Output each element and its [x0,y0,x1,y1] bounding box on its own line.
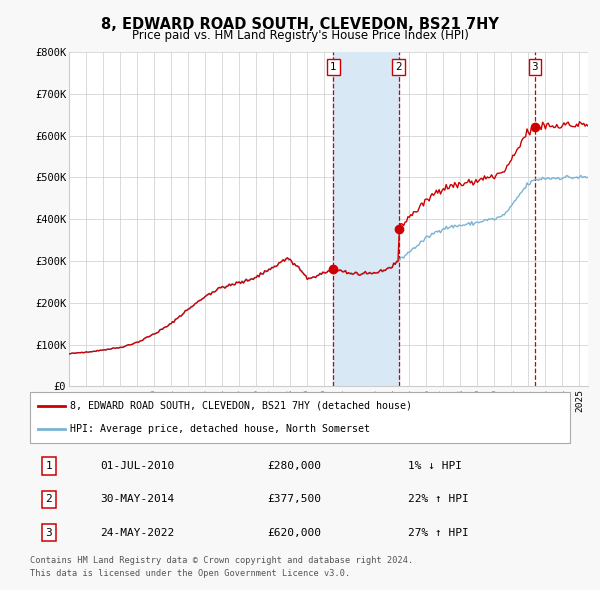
Text: 24-MAY-2022: 24-MAY-2022 [100,528,175,538]
Text: 3: 3 [532,62,538,72]
Text: £620,000: £620,000 [268,528,322,538]
Text: £377,500: £377,500 [268,494,322,504]
Bar [334,52,398,386]
Text: 3: 3 [46,528,52,538]
Text: 22% ↑ HPI: 22% ↑ HPI [408,494,469,504]
Text: This data is licensed under the Open Government Licence v3.0.: This data is licensed under the Open Gov… [30,569,350,578]
Text: 8, EDWARD ROAD SOUTH, CLEVEDON, BS21 7HY: 8, EDWARD ROAD SOUTH, CLEVEDON, BS21 7HY [101,17,499,31]
Text: 01-JUL-2010: 01-JUL-2010 [100,461,175,471]
Text: 1: 1 [330,62,337,72]
Text: Contains HM Land Registry data © Crown copyright and database right 2024.: Contains HM Land Registry data © Crown c… [30,556,413,565]
Text: 2: 2 [395,62,402,72]
Text: 8, EDWARD ROAD SOUTH, CLEVEDON, BS21 7HY (detached house): 8, EDWARD ROAD SOUTH, CLEVEDON, BS21 7HY… [71,401,413,411]
Text: 2: 2 [46,494,52,504]
Text: 30-MAY-2014: 30-MAY-2014 [100,494,175,504]
Text: 1% ↓ HPI: 1% ↓ HPI [408,461,462,471]
Text: £280,000: £280,000 [268,461,322,471]
Text: HPI: Average price, detached house, North Somerset: HPI: Average price, detached house, Nort… [71,424,371,434]
Text: 1: 1 [46,461,52,471]
Text: Price paid vs. HM Land Registry's House Price Index (HPI): Price paid vs. HM Land Registry's House … [131,30,469,42]
Text: 27% ↑ HPI: 27% ↑ HPI [408,528,469,538]
FancyBboxPatch shape [30,392,570,442]
